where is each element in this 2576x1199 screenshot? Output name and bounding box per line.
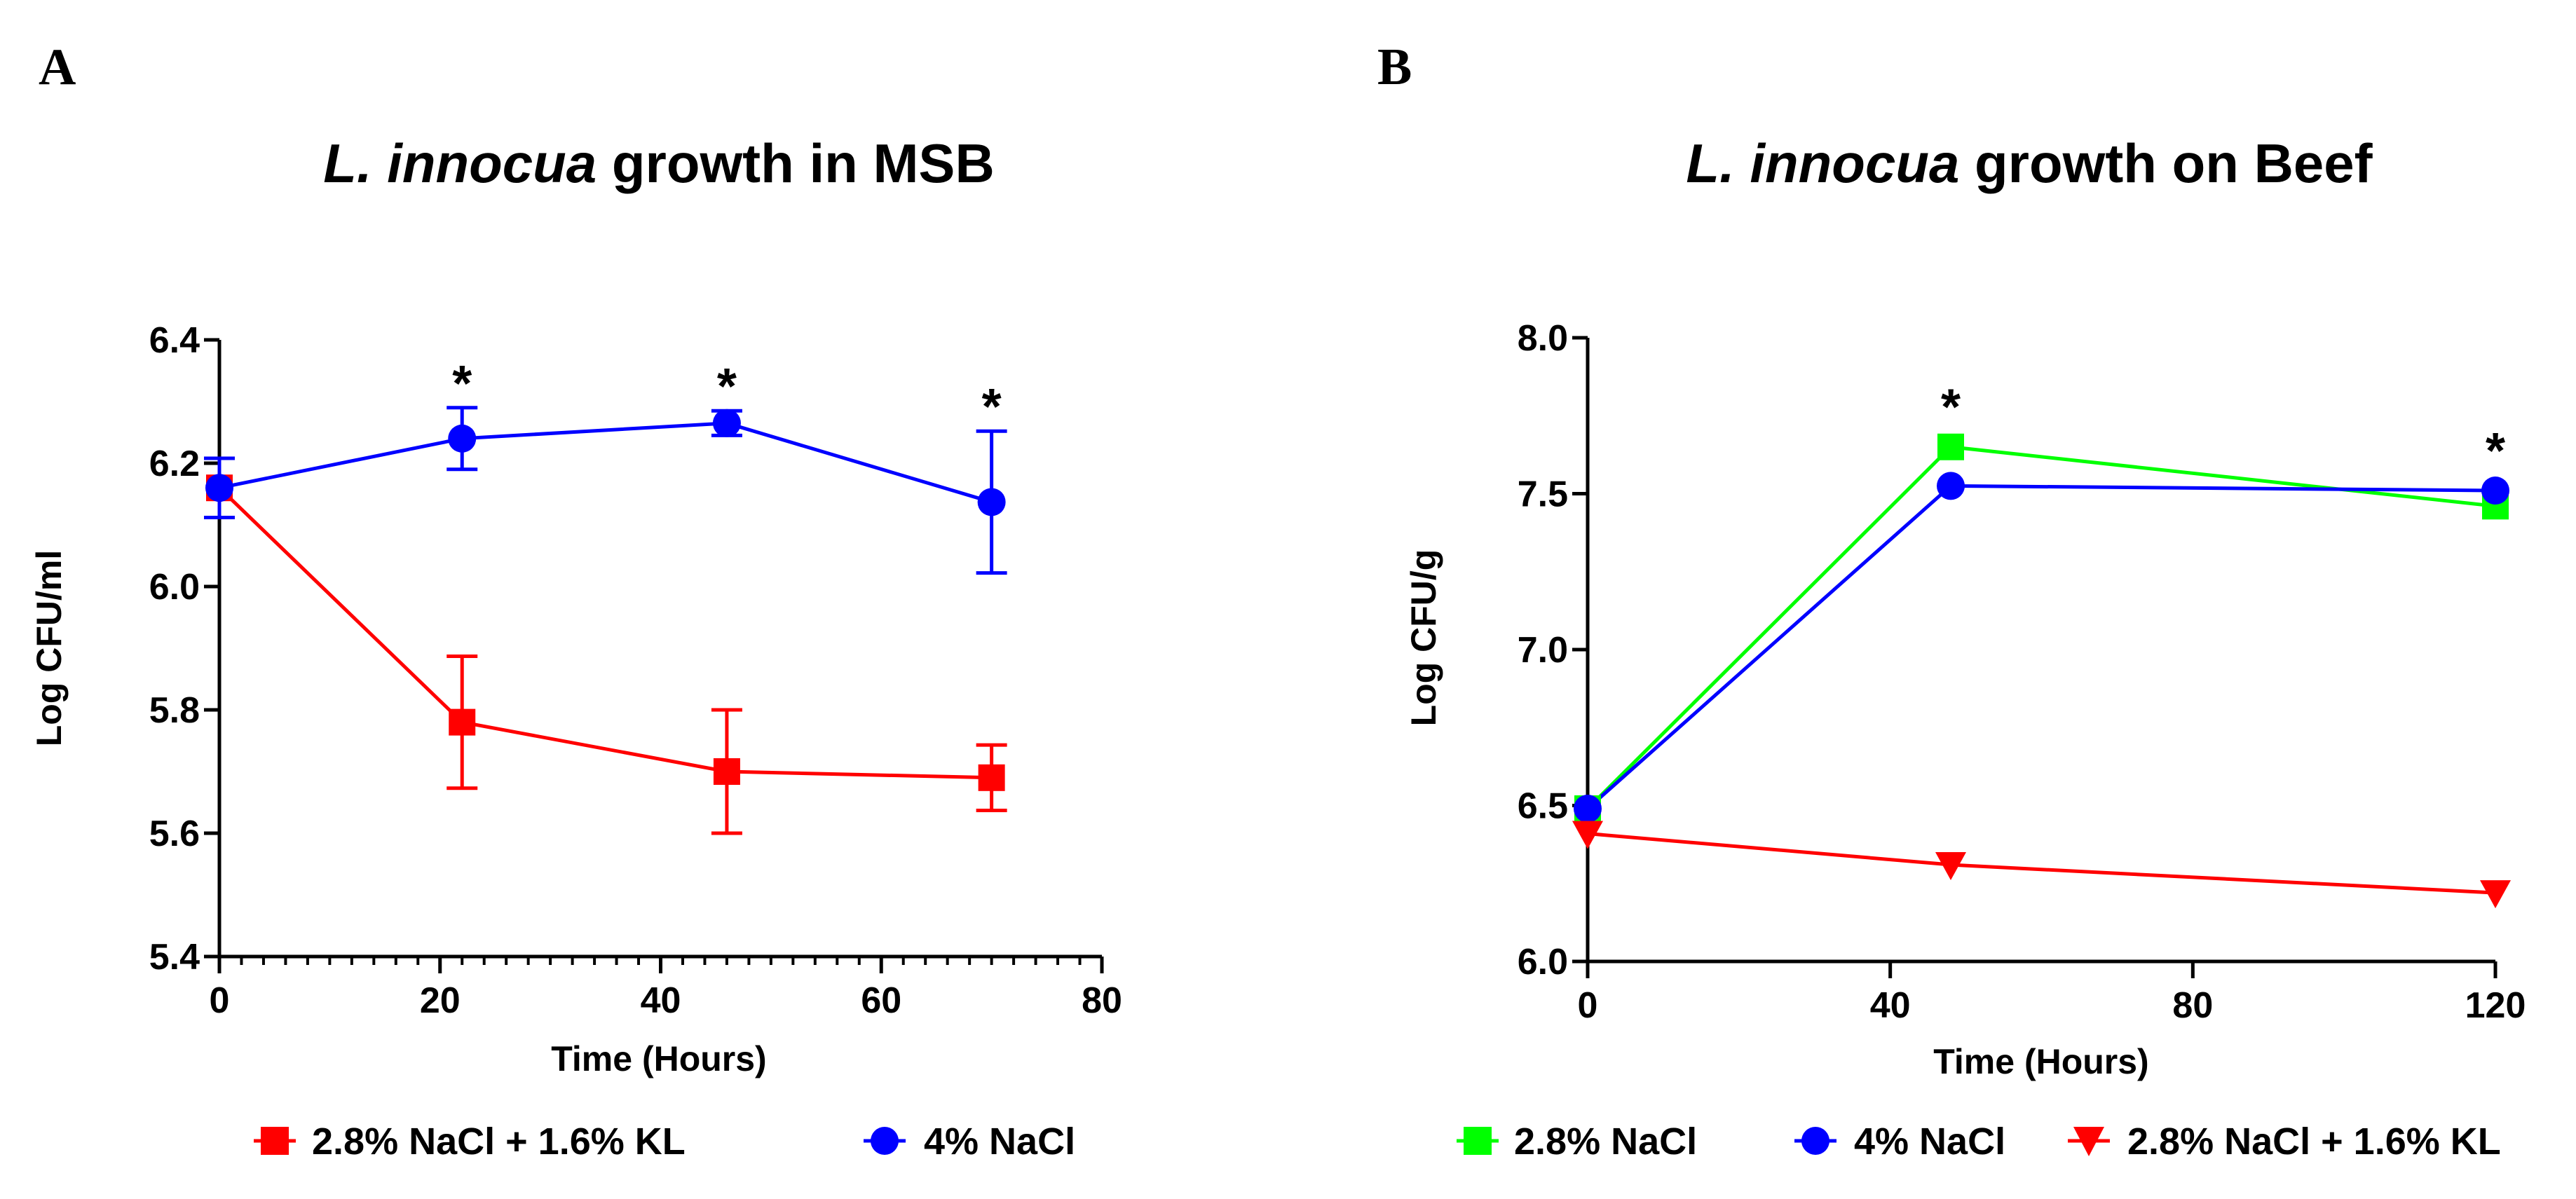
data-point-b-2-0: [1572, 821, 1603, 849]
series-line-a-0: [218, 486, 992, 780]
y-tick-label-b-2: 7.0: [1518, 630, 1568, 671]
y-tick-label-a-3: 6.0: [149, 567, 200, 608]
legend-a: 2.8% NaCl + 1.6% KL 4% NaCl: [254, 1121, 1075, 1163]
data-point-a-0-1: [449, 708, 476, 736]
data-point-a-1-3: [977, 488, 1006, 516]
data-point-a-1-2: [712, 409, 741, 437]
x-tick-label-a-2: 40: [641, 980, 681, 1021]
chart-title-a: L. innocua growth in MSB: [323, 132, 995, 194]
data-point-b-1-2: [2481, 477, 2509, 505]
y-tick-label-b-0: 6.0: [1518, 942, 1568, 982]
data-point-a-1-0: [205, 474, 233, 502]
plot-area-a: 0 20 40 60 80 5.4 5.6 5.8 6.0 6.2 6.4 * * *: [149, 320, 1122, 1021]
y-tick-label-b-1: 6.5: [1518, 786, 1568, 827]
legend-label-a-1: 4% NaCl: [924, 1121, 1075, 1163]
y-tick-label-a-1: 5.6: [149, 814, 200, 854]
legend-item-b-2: 2.8% NaCl + 1.6% KL: [2068, 1121, 2501, 1163]
panel-letter-b: B: [1377, 39, 1412, 96]
series-line-b-0: [1586, 445, 2496, 810]
significance-marker-b-1: *: [2486, 423, 2505, 479]
chart-title-a-italic: L. innocua: [323, 132, 597, 194]
legend-label-b-1: 4% NaCl: [1854, 1121, 2005, 1163]
significance-marker-a-1: *: [717, 359, 737, 415]
plot-area-b: 0 40 80 120 6.0 6.5 7.0 7.5 8.0 * *: [1518, 318, 2526, 1026]
x-tick-label-b-0: 0: [1578, 985, 1598, 1026]
legend-item-a-1: 4% NaCl: [864, 1121, 1075, 1163]
data-point-b-2-1: [1935, 852, 1966, 881]
y-axis-label-b: Log CFU/g: [1404, 549, 1443, 727]
x-tick-label-b-1: 40: [1870, 985, 1911, 1026]
significance-marker-a-0: *: [452, 356, 472, 412]
data-point-b-1-1: [1937, 472, 1965, 500]
data-point-b-1-0: [1574, 794, 1602, 823]
legend-marker-a-1: [871, 1127, 899, 1155]
panel-b: B L. innocua growth on Beef 0 40 80 120 6.0 6…: [1377, 39, 2526, 1163]
legend-label-a-0: 2.8% NaCl + 1.6% KL: [312, 1121, 686, 1163]
y-axis-label-a: Log CFU/ml: [29, 550, 69, 747]
chart-title-b: L. innocua growth on Beef: [1686, 132, 2373, 194]
y-tick-label-a-2: 5.8: [149, 690, 200, 731]
x-tick-label-a-1: 20: [420, 980, 461, 1021]
legend-marker-b-2: [2073, 1127, 2104, 1156]
panel-letter-a: A: [39, 39, 76, 96]
x-tick-label-b-3: 120: [2465, 985, 2526, 1026]
data-point-a-1-1: [448, 424, 477, 453]
legend-label-b-2: 2.8% NaCl + 1.6% KL: [2127, 1121, 2501, 1163]
data-point-b-0-1: [1937, 433, 1964, 460]
data-point-b-2-2: [2480, 880, 2511, 909]
legend-b: 2.8% NaCl 4% NaCl 2.8% NaCl + 1.6% KL: [1457, 1121, 2501, 1163]
x-tick-label-b-2: 80: [2172, 985, 2213, 1026]
data-point-a-0-3: [978, 764, 1005, 791]
chart-title-b-italic: L. innocua: [1686, 132, 1959, 194]
panel-a: A L. innocua growth in MSB 0 20 40 60 80 5.4 5…: [29, 39, 1122, 1163]
y-tick-label-a-4: 6.2: [149, 444, 200, 484]
chart-title-b-rest: growth on Beef: [1959, 132, 2373, 194]
y-tick-label-b-3: 7.5: [1518, 474, 1568, 515]
x-axis-label-a: Time (Hours): [551, 1039, 766, 1078]
series-line-b-2: [1587, 832, 2496, 895]
legend-marker-b-0: [1464, 1127, 1492, 1155]
legend-marker-b-1: [1801, 1127, 1829, 1155]
x-tick-label-a-4: 80: [1082, 980, 1122, 1021]
significance-marker-b-0: *: [1941, 380, 1961, 436]
significance-marker-a-2: *: [982, 379, 1002, 435]
y-tick-label-b-4: 8.0: [1518, 318, 1568, 359]
legend-label-b-0: 2.8% NaCl: [1514, 1121, 1697, 1163]
series-line-a-1: [219, 421, 993, 504]
series-line-b-1: [1586, 484, 2496, 810]
x-tick-label-a-0: 0: [210, 980, 230, 1021]
x-axis-label-b: Time (Hours): [1933, 1042, 2148, 1081]
legend-item-a-0: 2.8% NaCl + 1.6% KL: [254, 1121, 686, 1163]
chart-title-a-rest: growth in MSB: [597, 132, 995, 194]
legend-item-b-1: 4% NaCl: [1794, 1121, 2005, 1163]
x-tick-label-a-3: 60: [861, 980, 901, 1021]
data-point-a-0-2: [713, 758, 740, 785]
y-tick-label-a-5: 6.4: [149, 320, 200, 361]
y-tick-label-a-0: 5.4: [149, 937, 200, 978]
legend-item-b-0: 2.8% NaCl: [1457, 1121, 1697, 1163]
legend-marker-a-0: [261, 1127, 289, 1155]
